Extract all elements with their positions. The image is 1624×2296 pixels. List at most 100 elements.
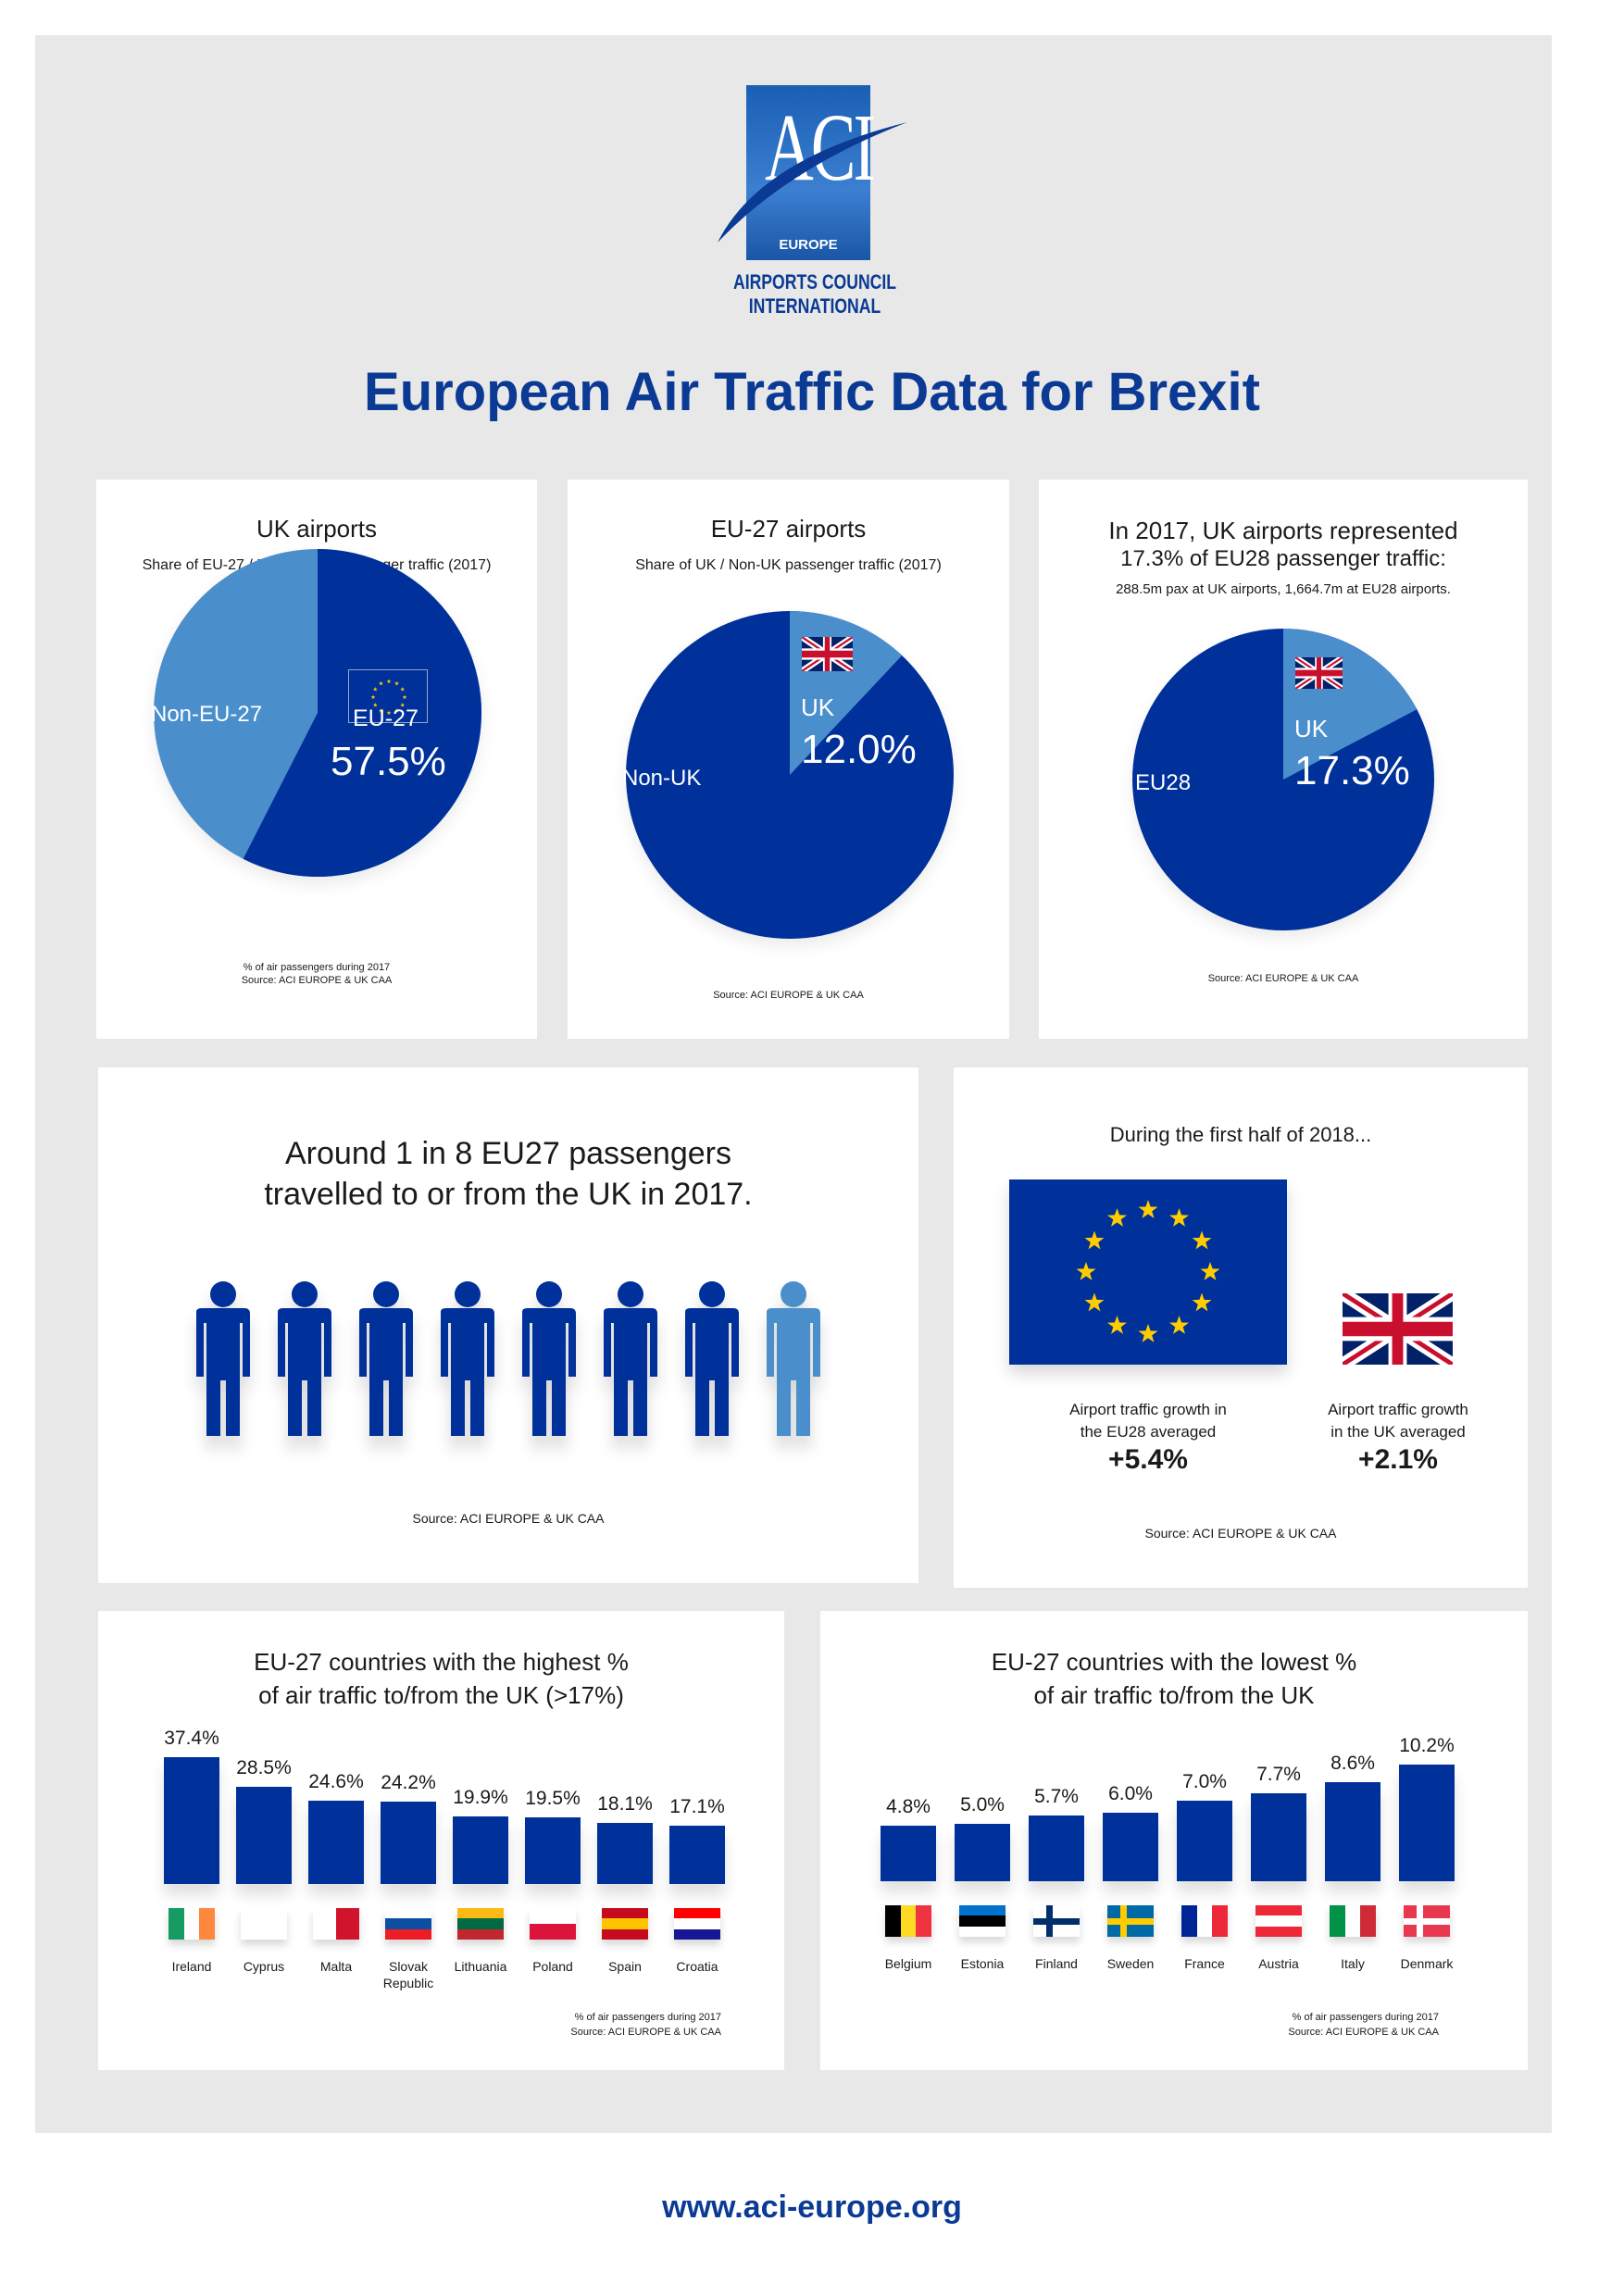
pie-title: UK airports xyxy=(256,515,378,543)
person-icon xyxy=(522,1281,576,1436)
star-icon xyxy=(394,708,399,713)
star-icon xyxy=(400,686,406,692)
eu-flag-icon xyxy=(1009,1179,1287,1365)
bar-austria xyxy=(1251,1792,1306,1881)
category-label: Poland xyxy=(532,1959,573,1974)
person-icon xyxy=(441,1281,494,1436)
star-icon xyxy=(1107,1316,1127,1334)
bar-estonia xyxy=(955,1824,1010,1881)
flag-croatia-icon xyxy=(674,1908,720,1940)
star-icon xyxy=(386,679,392,684)
star-icon xyxy=(372,702,378,707)
bar-value-label: 7.0% xyxy=(1182,1771,1227,1793)
person-icon xyxy=(278,1281,331,1436)
bar-belgium xyxy=(881,1826,936,1881)
person-icon xyxy=(767,1281,820,1436)
star-icon xyxy=(1169,1208,1189,1227)
bar-value-label: 5.0% xyxy=(960,1794,1005,1816)
bar-card-lowest: EU-27 countries with the lowest % of air … xyxy=(820,1611,1528,2070)
category-label: Austria xyxy=(1258,1956,1299,1971)
flag-malta-icon xyxy=(313,1908,359,1940)
bar-france xyxy=(1177,1801,1232,1881)
category-label: Ireland xyxy=(171,1959,212,1974)
bar-value-label: 19.5% xyxy=(525,1788,581,1810)
bar-value-label: 18.1% xyxy=(597,1792,653,1815)
pie-subtitle: Share of UK / Non-UK passenger traffic (… xyxy=(635,557,942,573)
pie-label-main: UK xyxy=(1294,715,1329,742)
star-icon xyxy=(1138,1200,1158,1218)
bar-value-label: 28.5% xyxy=(236,1757,292,1779)
category-label: Belgium xyxy=(884,1956,932,1971)
bar-poland xyxy=(525,1817,581,1884)
bar-denmark xyxy=(1399,1764,1455,1881)
pie-label-other: EU28 xyxy=(1135,770,1192,795)
flag-sweden-icon xyxy=(1107,1905,1154,1937)
page-title: European Air Traffic Data for Brexit xyxy=(364,362,1260,422)
chart-title-2: of air traffic to/from the UK xyxy=(1033,1681,1315,1709)
source-note: Source: ACI EUROPE & UK CAA xyxy=(1288,2027,1439,2038)
bar-value-label: 37.4% xyxy=(164,1727,219,1749)
category-label: Spain xyxy=(608,1959,642,1974)
bar-lithuania xyxy=(453,1816,508,1884)
swoosh-icon xyxy=(718,122,907,243)
bar-card-highest: EU-27 countries with the highest % of air… xyxy=(98,1611,784,2070)
pie-value-main: 12.0% xyxy=(801,727,917,772)
star-icon xyxy=(402,694,407,700)
star-icon xyxy=(1169,1316,1189,1334)
people-card: Around 1 in 8 EU27 passengers travelled … xyxy=(98,1067,918,1583)
pie-label-main: UK xyxy=(801,693,835,721)
category-label: Finland xyxy=(1035,1956,1078,1971)
pie-label-other: Non-UK xyxy=(622,766,702,791)
star-icon xyxy=(394,680,399,686)
uk-flag-icon xyxy=(1295,657,1343,689)
star-icon xyxy=(1084,1230,1105,1250)
star-icon xyxy=(1107,1208,1127,1227)
star-icon xyxy=(386,710,392,716)
flag-france-icon xyxy=(1181,1905,1229,1937)
bar-value-label: 19.9% xyxy=(453,1786,508,1808)
bar-value-label: 24.6% xyxy=(308,1770,364,1792)
source-note: Source: ACI EUROPE & UK CAA xyxy=(1207,973,1359,984)
category-label: Estonia xyxy=(960,1956,1005,1971)
flag-finland-icon xyxy=(1033,1905,1080,1937)
bar-malta xyxy=(308,1800,364,1884)
pie-value-main: 57.5% xyxy=(331,739,446,784)
star-icon xyxy=(1076,1262,1096,1280)
star-icon xyxy=(379,708,383,713)
bar-ireland xyxy=(164,1756,219,1884)
star-icon xyxy=(1200,1262,1220,1280)
flag-austria-icon xyxy=(1255,1905,1302,1937)
uk-growth-value: +2.1% xyxy=(1358,1444,1438,1475)
source-note: Source: ACI EUROPE & UK CAA xyxy=(241,975,393,986)
footer-url[interactable]: www.aci-europe.org xyxy=(662,2190,962,2225)
person-icon xyxy=(196,1281,250,1436)
pie-subtitle: 288.5m pax at UK airports, 1,664.7m at E… xyxy=(1116,581,1451,597)
bar-italy xyxy=(1325,1782,1380,1881)
star-icon xyxy=(372,686,378,692)
bar-value-label: 7.7% xyxy=(1256,1763,1301,1785)
pie-title: In 2017, UK airports represented xyxy=(1108,517,1458,544)
category-label: Malta xyxy=(319,1959,353,1974)
category-label: Italy xyxy=(1341,1956,1365,1971)
flag-poland-icon xyxy=(530,1908,576,1940)
star-icon xyxy=(370,694,376,700)
bar-slovak-republic xyxy=(381,1802,436,1884)
bar-value-label: 17.1% xyxy=(669,1796,725,1818)
star-icon xyxy=(1192,1230,1212,1250)
flag-ireland-icon xyxy=(169,1908,216,1940)
flag-spain-icon xyxy=(602,1908,648,1940)
source-note: Source: ACI EUROPE & UK CAA xyxy=(570,2027,721,2038)
pie-card-eu27-airports: EU-27 airports Share of UK / Non-UK passe… xyxy=(568,480,1009,1039)
flag-belgium-icon xyxy=(885,1905,932,1937)
category-label: Slovak Republic xyxy=(382,1959,434,1990)
flag-lithuania-icon xyxy=(457,1908,504,1940)
aci-logo[interactable]: ACI EUROPE AIRPORTS COUNCIL INTERNATIONA… xyxy=(704,85,926,326)
category-label: France xyxy=(1184,1956,1225,1971)
star-icon xyxy=(400,702,406,707)
flag-cyprus-icon xyxy=(241,1908,287,1940)
star-icon xyxy=(1192,1292,1212,1312)
star-icon xyxy=(1138,1324,1158,1342)
bar-value-label: 24.2% xyxy=(381,1772,436,1794)
growth-card: During the first half of 2018... Airport… xyxy=(954,1067,1528,1588)
